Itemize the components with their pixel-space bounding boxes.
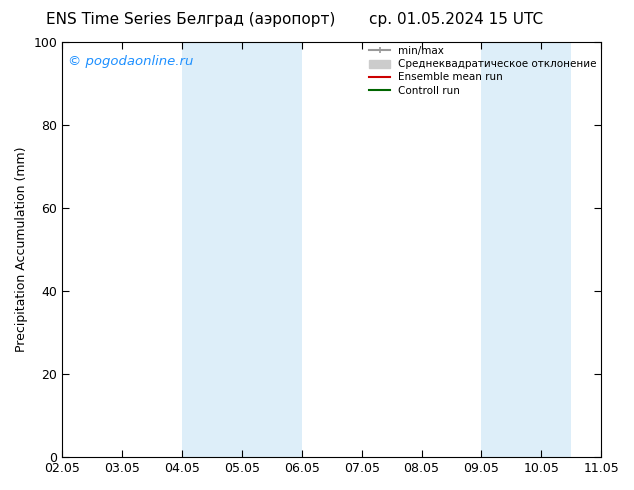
Y-axis label: Precipitation Accumulation (mm): Precipitation Accumulation (mm) — [15, 147, 28, 352]
Legend: min/max, Среднеквадратическое отклонение, Ensemble mean run, Controll run: min/max, Среднеквадратическое отклонение… — [367, 44, 599, 98]
Text: ср. 01.05.2024 15 UTC: ср. 01.05.2024 15 UTC — [370, 12, 543, 27]
Bar — [481, 42, 571, 457]
Text: © pogodaonline.ru: © pogodaonline.ru — [68, 54, 193, 68]
Text: ENS Time Series Белград (аэропорт): ENS Time Series Белград (аэропорт) — [46, 12, 335, 27]
Bar — [182, 42, 302, 457]
